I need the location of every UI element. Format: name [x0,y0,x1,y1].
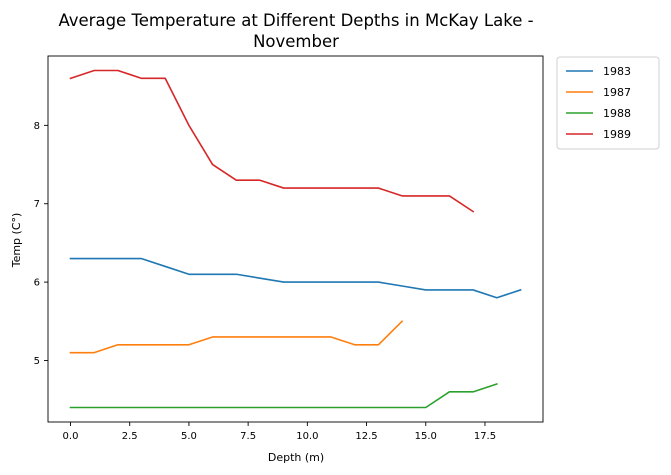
legend-label: 1988 [603,107,631,120]
y-tick-label: 6 [34,278,40,289]
series-layer [69,69,522,409]
y-tick-label: 8 [34,121,40,132]
x-tick-label: 10.0 [296,431,318,442]
chart-title-line-2: November [253,32,339,51]
x-axis-ticks: 0.0 2.5 5.0 7.5 10.0 12.5 15.0 17.5 [63,422,496,442]
x-tick-label: 15.0 [415,431,437,442]
legend-frame [556,56,660,150]
plot-area-frame [47,55,544,423]
x-tick-label: 0.0 [63,431,79,442]
x-tick-label: 17.5 [474,431,496,442]
x-tick-label: 12.5 [355,431,377,442]
legend: 1983 1987 1988 1989 [556,56,660,150]
series-line-1983 [69,257,522,299]
x-axis-label: Depth (m) [268,451,324,464]
x-tick-label: 5.0 [181,431,197,442]
series-line-1989 [69,69,475,213]
legend-label: 1989 [603,128,631,141]
series-line-1987 [69,320,404,354]
y-tick-label: 7 [34,199,40,210]
x-tick-label: 2.5 [122,431,138,442]
chart-title-line-1: Average Temperature at Different Depths … [58,11,533,30]
legend-label: 1987 [603,86,631,99]
legend-label: 1983 [603,65,631,78]
series-line-1988 [69,382,498,409]
x-tick-label: 7.5 [240,431,256,442]
y-axis-label: Temp (C°) [10,213,23,269]
y-axis-ticks: 5 6 7 8 [34,121,48,367]
y-tick-label: 5 [34,356,40,367]
